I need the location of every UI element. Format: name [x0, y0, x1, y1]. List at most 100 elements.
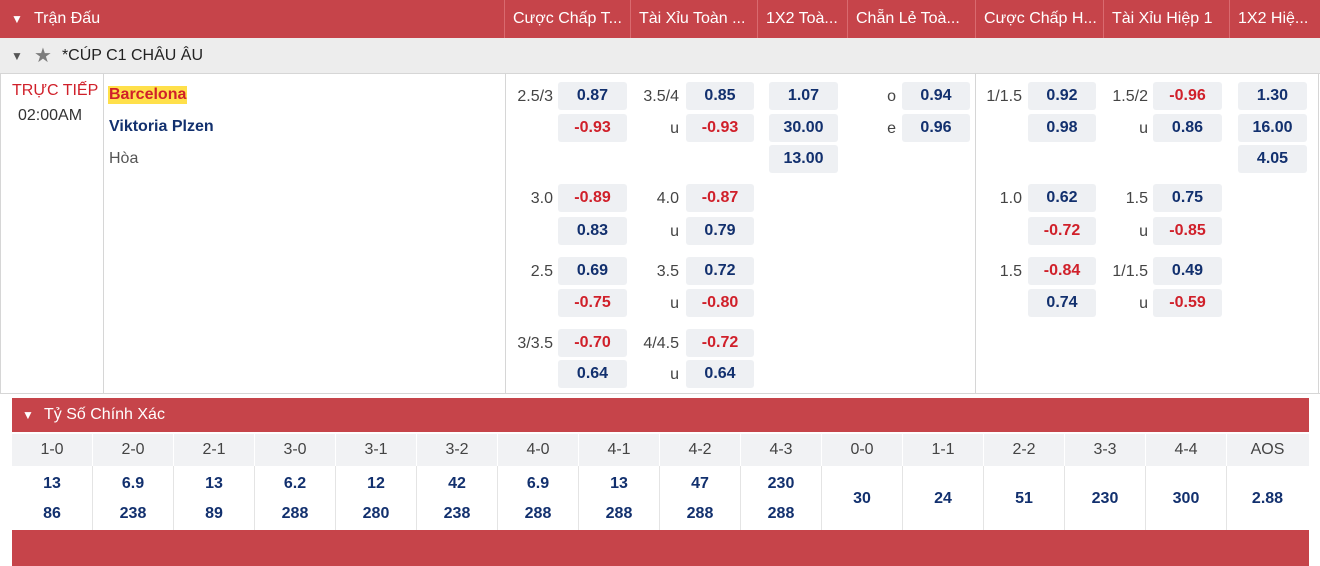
- odds-value[interactable]: 288: [281, 505, 309, 522]
- header-col-oe-ft[interactable]: Chẵn Lẻ Toà...: [848, 0, 976, 38]
- odds-value[interactable]: 288: [686, 505, 714, 522]
- odds-value[interactable]: 42: [448, 475, 466, 492]
- header-match-label: Trận Đấu: [34, 10, 101, 27]
- odds-value[interactable]: 12: [367, 475, 385, 492]
- odds-button[interactable]: 0.69: [558, 257, 627, 285]
- odds-value[interactable]: 280: [362, 505, 390, 522]
- odds-button[interactable]: -0.89: [558, 184, 627, 212]
- odds-button[interactable]: -0.84: [1028, 257, 1096, 285]
- odds-value[interactable]: 230: [1091, 490, 1119, 507]
- odds-value[interactable]: 86: [43, 505, 61, 522]
- league-row[interactable]: ▼ ★ *CÚP C1 CHÂU ÂU: [0, 38, 1320, 74]
- odds-value[interactable]: 230: [767, 475, 795, 492]
- odds-button[interactable]: -0.72: [686, 329, 754, 357]
- odds-button[interactable]: 1.07: [769, 82, 838, 110]
- league-name: *CÚP C1 CHÂU ÂU: [61, 46, 204, 64]
- chevron-down-icon[interactable]: ▼: [11, 12, 23, 26]
- odds-button[interactable]: 13.00: [769, 145, 838, 173]
- under-label: u: [670, 366, 679, 383]
- odds-button[interactable]: 1.30: [1238, 82, 1307, 110]
- score-cell: 6.9 238: [93, 466, 174, 530]
- header-col-ou-h1[interactable]: Tài Xỉu Hiệp 1: [1104, 0, 1230, 38]
- odds-value[interactable]: 288: [605, 505, 633, 522]
- draw-label: Hòa: [109, 150, 139, 167]
- odds-button[interactable]: 0.64: [558, 360, 627, 388]
- hdp-line: 1.0: [999, 190, 1022, 207]
- odds-button[interactable]: 4.05: [1238, 145, 1307, 173]
- odds-value[interactable]: 238: [119, 505, 147, 522]
- odds-value[interactable]: 30: [853, 490, 871, 507]
- home-team[interactable]: Barcelona: [108, 86, 188, 104]
- header-col-hdp-ft[interactable]: Cược Chấp T...: [505, 0, 631, 38]
- odds-button[interactable]: 0.75: [1153, 184, 1222, 212]
- chevron-down-icon[interactable]: ▼: [22, 408, 34, 422]
- odds-button[interactable]: 0.86: [1153, 114, 1222, 142]
- odds-value[interactable]: 288: [767, 505, 795, 522]
- correct-score-header[interactable]: ▼ Tỷ Số Chính Xác: [12, 398, 1309, 432]
- odds-button[interactable]: -0.96: [1153, 82, 1222, 110]
- header-col-1x2-h1[interactable]: 1X2 Hiệ...: [1238, 10, 1309, 27]
- odds-value[interactable]: 6.9: [121, 475, 145, 492]
- odds-button[interactable]: -0.93: [558, 114, 627, 142]
- odds-value[interactable]: 6.2: [283, 475, 307, 492]
- odds-button[interactable]: -0.59: [1153, 289, 1222, 317]
- odds-value[interactable]: 89: [205, 505, 223, 522]
- odds-button[interactable]: 0.49: [1153, 257, 1222, 285]
- odds-value[interactable]: 51: [1015, 490, 1033, 507]
- odds-button[interactable]: 0.62: [1028, 184, 1096, 212]
- away-team[interactable]: Viktoria Plzen: [109, 118, 214, 135]
- odds-button[interactable]: 0.98: [1028, 114, 1096, 142]
- odds-button[interactable]: 0.92: [1028, 82, 1096, 110]
- hdp-line: 3/3.5: [517, 335, 553, 352]
- odds-button[interactable]: 0.72: [686, 257, 754, 285]
- score-cell: 47 288: [660, 466, 741, 530]
- footer-bar: [12, 530, 1309, 566]
- odds-button[interactable]: 0.96: [902, 114, 970, 142]
- header-col-hdp-h1[interactable]: Cược Chấp H...: [976, 0, 1104, 38]
- hdp-line: 1/1.5: [986, 88, 1022, 105]
- score-label: 1-0: [12, 434, 93, 466]
- odds-button[interactable]: 0.83: [558, 217, 627, 245]
- odds-button[interactable]: 0.85: [686, 82, 754, 110]
- odds-button[interactable]: 16.00: [1238, 114, 1307, 142]
- under-label: u: [670, 120, 679, 137]
- odds-button[interactable]: 0.74: [1028, 289, 1096, 317]
- score-label: 3-3: [1065, 434, 1146, 466]
- header-match[interactable]: ▼ Trận Đấu: [0, 0, 505, 38]
- odds-value[interactable]: 288: [524, 505, 552, 522]
- odds-button[interactable]: -0.70: [558, 329, 627, 357]
- score-cell: 51: [984, 466, 1065, 530]
- hdp-line: 3.0: [530, 190, 553, 207]
- score-cell: 13 89: [174, 466, 255, 530]
- odds-button[interactable]: 0.94: [902, 82, 970, 110]
- hdp-line: 1.5: [999, 263, 1022, 280]
- odds-button[interactable]: -0.75: [558, 289, 627, 317]
- divider: [103, 74, 104, 394]
- odds-value[interactable]: 2.88: [1251, 490, 1284, 507]
- odds-button[interactable]: 0.87: [558, 82, 627, 110]
- odds-button[interactable]: 0.79: [686, 217, 754, 245]
- header-col-1x2-ft[interactable]: 1X2 Toà...: [758, 0, 848, 38]
- odds-button[interactable]: -0.72: [1028, 217, 1096, 245]
- odds-value[interactable]: 13: [610, 475, 628, 492]
- chevron-down-icon[interactable]: ▼: [11, 48, 23, 63]
- odds-button[interactable]: -0.85: [1153, 217, 1222, 245]
- odds-button[interactable]: -0.93: [686, 114, 754, 142]
- odds-value[interactable]: 238: [443, 505, 471, 522]
- odds-button[interactable]: -0.80: [686, 289, 754, 317]
- header-col-ou-ft[interactable]: Tài Xỉu Toàn ...: [631, 0, 758, 38]
- odds-value[interactable]: 6.9: [526, 475, 550, 492]
- odds-button[interactable]: -0.87: [686, 184, 754, 212]
- odds-button[interactable]: 30.00: [769, 114, 838, 142]
- odds-value[interactable]: 13: [43, 475, 61, 492]
- score-cell: 30: [822, 466, 903, 530]
- odds-value[interactable]: 24: [934, 490, 952, 507]
- odds-value[interactable]: 300: [1172, 490, 1200, 507]
- star-icon[interactable]: ★: [34, 45, 52, 67]
- score-cell: 6.2 288: [255, 466, 336, 530]
- odds-value[interactable]: 47: [691, 475, 709, 492]
- score-cell: 300: [1146, 466, 1227, 530]
- odds-value[interactable]: 13: [205, 475, 223, 492]
- score-label: 1-1: [903, 434, 984, 466]
- odds-button[interactable]: 0.64: [686, 360, 754, 388]
